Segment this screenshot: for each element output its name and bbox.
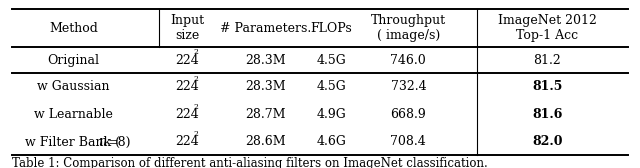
Text: 28.3M: 28.3M (245, 54, 286, 67)
Text: w Filter Bank (: w Filter Bank ( (25, 135, 122, 149)
Text: 224: 224 (175, 108, 199, 121)
Text: 2: 2 (193, 130, 198, 138)
Text: 708.4: 708.4 (390, 135, 426, 149)
Text: Table 1: Comparison of different anti-aliasing filters on ImageNet classificatio: Table 1: Comparison of different anti-al… (12, 157, 487, 168)
Text: 4.6G: 4.6G (317, 135, 346, 149)
Text: 28.6M: 28.6M (245, 135, 286, 149)
Text: 224: 224 (175, 135, 199, 149)
Text: w Learnable: w Learnable (34, 108, 113, 121)
Text: 81.2: 81.2 (533, 54, 561, 67)
Text: 28.7M: 28.7M (245, 108, 286, 121)
Text: 732.4: 732.4 (390, 80, 426, 93)
Text: 4.9G: 4.9G (317, 108, 346, 121)
Text: Original: Original (47, 54, 100, 67)
Text: 2: 2 (193, 49, 198, 56)
Text: n: n (98, 135, 106, 149)
Text: 81.6: 81.6 (532, 108, 563, 121)
Text: 4.5G: 4.5G (317, 80, 346, 93)
Text: =8): =8) (108, 135, 131, 149)
Text: 668.9: 668.9 (390, 108, 426, 121)
Text: FLOPs: FLOPs (310, 22, 353, 35)
Text: 224: 224 (175, 80, 199, 93)
Text: 2: 2 (193, 103, 198, 111)
Text: Throughput
( image/s): Throughput ( image/s) (371, 14, 446, 42)
Text: 4.5G: 4.5G (317, 54, 346, 67)
Text: 81.5: 81.5 (532, 80, 563, 93)
Text: # Parameters.: # Parameters. (220, 22, 311, 35)
Text: 28.3M: 28.3M (245, 80, 286, 93)
Text: Method: Method (49, 22, 98, 35)
Text: 224: 224 (175, 54, 199, 67)
Text: Input
size: Input size (170, 14, 204, 42)
Text: 2: 2 (193, 75, 198, 83)
Text: w Gaussian: w Gaussian (37, 80, 110, 93)
Text: ImageNet 2012
Top-1 Acc: ImageNet 2012 Top-1 Acc (498, 14, 596, 42)
Text: 746.0: 746.0 (390, 54, 426, 67)
Text: 82.0: 82.0 (532, 135, 563, 149)
